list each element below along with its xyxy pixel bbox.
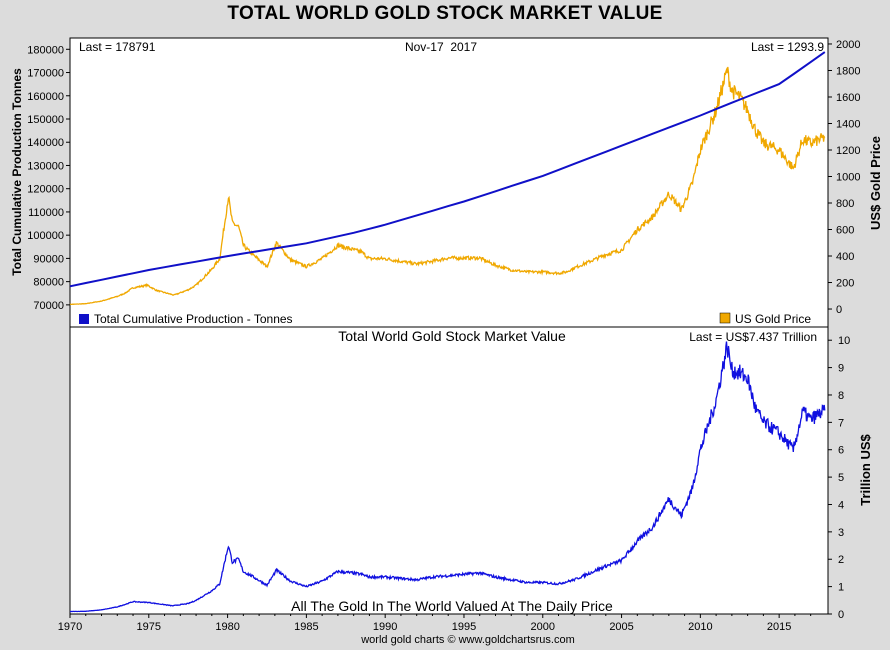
- top-right-axis-label: US$ Gold Price: [868, 136, 883, 230]
- x-tick-label: 1975: [137, 621, 161, 633]
- top-left-tick-label: 120000: [27, 184, 64, 196]
- bottom-right-tick-label: 2: [838, 554, 844, 566]
- bottom-right-tick-label: 0: [838, 609, 844, 621]
- top-left-axis-ticks: 70000 80000 90000 100000 110000 120000 130000 1…: [27, 44, 70, 312]
- top-right-tick-label: 1400: [836, 118, 860, 130]
- top-left-tick-label: 150000: [27, 114, 64, 126]
- bottom-last-value: Last = US$7.437 Trillion: [689, 330, 817, 344]
- top-left-tick-label: 100000: [27, 230, 64, 242]
- top-right-tick-label: 200: [836, 278, 854, 290]
- top-left-tick-label: 110000: [28, 207, 64, 219]
- top-right-tick-label: 800: [836, 198, 854, 210]
- bottom-right-tick-label: 10: [838, 335, 850, 347]
- top-left-tick-label: 140000: [27, 137, 64, 149]
- x-tick-label: 2015: [767, 621, 791, 633]
- top-left-axis-label: Total Cumulative Production Tonnes: [10, 68, 24, 276]
- top-right-tick-label: 1600: [836, 92, 860, 104]
- x-axis-ticks: 1970 1975 1980 1985 1990 1995 2000 2005 2010 2015: [58, 614, 812, 633]
- top-left-tick-label: 130000: [27, 160, 64, 172]
- bottom-right-tick-label: 4: [838, 499, 844, 511]
- x-tick-label: 1980: [215, 621, 239, 633]
- footer-credit: world gold charts © www.goldchartsrus.co…: [360, 634, 575, 646]
- bottom-right-axis-ticks: 0 1 2 3 4 5 6 7 8 9 10: [828, 335, 850, 621]
- series-line-gold-price: [69, 66, 826, 306]
- series-line-cumulative-production: [69, 51, 826, 288]
- bottom-caption: All The Gold In The World Valued At The …: [291, 598, 613, 614]
- top-left-tick-label: 80000: [33, 277, 64, 289]
- x-tick-label: 1985: [294, 621, 318, 633]
- chart-title: TOTAL WORLD GOLD STOCK MARKET VALUE: [227, 3, 663, 24]
- bottom-right-tick-label: 8: [838, 390, 844, 402]
- plot-area-background: [69, 37, 829, 615]
- top-left-tick-label: 90000: [33, 253, 64, 265]
- legend-swatch-production: [79, 314, 89, 324]
- bottom-panel-title: Total World Gold Stock Market Value: [338, 328, 566, 344]
- x-tick-label: 1970: [58, 621, 82, 633]
- top-right-tick-label: 1800: [836, 65, 860, 77]
- bottom-right-tick-label: 7: [838, 417, 844, 429]
- top-left-tick-label: 180000: [27, 44, 64, 56]
- top-right-tick-label: 1200: [836, 145, 860, 157]
- bottom-right-tick-label: 3: [838, 527, 844, 539]
- legend-swatch-gold-price: [719, 312, 731, 324]
- bottom-right-tick-label: 9: [838, 363, 844, 375]
- top-date-label: Nov-17 2017: [405, 40, 477, 54]
- bottom-right-tick-label: 5: [838, 472, 844, 484]
- x-tick-label: 1995: [452, 621, 476, 633]
- top-right-tick-label: 0: [836, 304, 842, 316]
- top-left-tick-label: 70000: [33, 300, 64, 312]
- top-last-left: Last = 178791: [79, 40, 156, 54]
- top-right-tick-label: 400: [836, 251, 854, 263]
- top-right-tick-label: 1000: [836, 172, 860, 184]
- bottom-right-tick-label: 6: [838, 445, 844, 457]
- title-bar: [2, 2, 886, 30]
- series-line-gold-stock-value: [69, 341, 826, 613]
- bottom-right-tick-label: 1: [838, 582, 844, 594]
- top-right-tick-label: 600: [836, 225, 854, 237]
- legend-label-gold-price: US Gold Price: [735, 312, 811, 326]
- bottom-right-axis-label: Trillion US$: [858, 433, 873, 505]
- x-tick-label: 2000: [531, 621, 555, 633]
- top-left-tick-label: 160000: [27, 91, 64, 103]
- top-right-axis-ticks: 0 200 400 600 800 1000 1200 1400 1600 1800 2000: [828, 39, 860, 316]
- top-left-tick-label: 170000: [27, 68, 64, 80]
- top-last-right: Last = 1293.9: [751, 40, 824, 54]
- x-tick-label: 2010: [688, 621, 712, 633]
- top-right-tick-label: 2000: [836, 39, 860, 51]
- x-tick-label: 1990: [373, 621, 397, 633]
- legend-label-production: Total Cumulative Production - Tonnes: [94, 312, 293, 326]
- x-tick-label: 2005: [609, 621, 633, 633]
